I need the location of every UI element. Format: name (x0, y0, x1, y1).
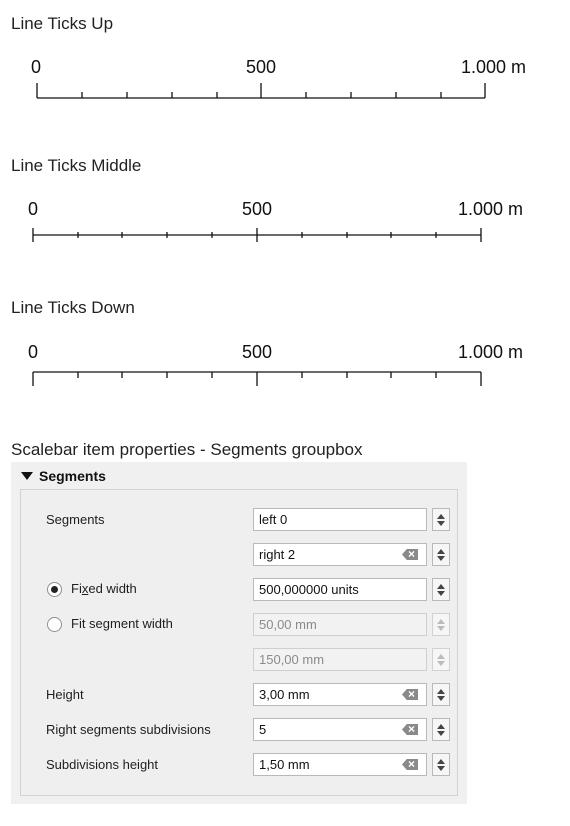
subdivisions-height-field[interactable]: 1,50 mm (253, 753, 427, 776)
subdivisions-height-value: 1,50 mm (259, 757, 310, 772)
fit-max-width-spin[interactable] (432, 648, 450, 671)
right-subdivisions-value: 5 (259, 722, 267, 737)
scalebar-ticks-middle: 0 500 1.000 m (0, 197, 570, 257)
clear-icon[interactable] (402, 759, 418, 770)
collapse-triangle-icon[interactable] (21, 472, 33, 480)
segments-left-spin[interactable] (432, 508, 450, 531)
fit-max-width-value: 150,00 mm (259, 652, 325, 667)
scalebar-ticks-up: 0 500 1.000 m (0, 55, 570, 115)
fit-min-width-field[interactable]: 50,00 mm (253, 613, 427, 636)
subdivisions-height-label: Subdivisions height (46, 757, 159, 772)
right-subdivisions-spin[interactable] (432, 718, 450, 741)
clear-icon[interactable] (402, 724, 418, 735)
subdivisions-height-spin[interactable] (432, 753, 450, 776)
scalebar-caption-ticks-down: Line Ticks Down (11, 298, 135, 317)
scalebar-label-end: 1.000 m (461, 57, 527, 77)
right-subdivisions-field[interactable]: 5 (253, 718, 427, 741)
spin-down-icon[interactable] (437, 521, 445, 526)
fixed-width-label: Fixed width (71, 581, 137, 596)
spin-down-icon[interactable] (437, 696, 445, 701)
spin-down-icon[interactable] (437, 766, 445, 771)
spin-down-icon[interactable] (437, 556, 445, 561)
fixed-width-label-part: Fi (71, 581, 82, 596)
spin-down-icon[interactable] (437, 591, 445, 596)
scalebar-line-ticks-up (36, 83, 486, 99)
spin-up-icon[interactable] (437, 689, 445, 694)
scalebar-caption-ticks-up: Line Ticks Up (11, 14, 114, 33)
scalebar-ticks-down: 0 500 1.000 m (0, 340, 570, 400)
spin-down-icon[interactable] (437, 731, 445, 736)
segments-group-title: Segments (39, 468, 106, 484)
segments-groupbox: Segments left 0 right 2 Fixed width 500,… (20, 489, 458, 796)
scalebar-label-start: 0 (28, 342, 39, 362)
fit-min-width-value: 50,00 mm (259, 617, 317, 632)
fit-segment-width-radio[interactable] (47, 617, 62, 632)
segments-left-value: left 0 (259, 512, 288, 527)
segments-left-field[interactable]: left 0 (253, 508, 427, 531)
fit-segment-width-label: Fit segment width (71, 616, 173, 631)
spin-up-icon[interactable] (437, 724, 445, 729)
height-label: Height (46, 687, 84, 702)
scalebar-label-start: 0 (31, 57, 42, 77)
scalebar-label-end: 1.000 m (458, 342, 524, 362)
fixed-width-radio[interactable] (47, 582, 62, 597)
scalebar-label-end: 1.000 m (458, 199, 524, 219)
scalebar-caption-ticks-middle: Line Ticks Middle (11, 156, 142, 175)
right-subdivisions-label: Right segments subdivisions (46, 722, 211, 737)
fixed-width-value: 500,000000 units (259, 582, 359, 597)
clear-icon[interactable] (402, 549, 418, 560)
fit-max-width-field[interactable]: 150,00 mm (253, 648, 427, 671)
scalebar-label-mid: 500 (242, 199, 273, 219)
fixed-width-spin[interactable] (432, 578, 450, 601)
segments-right-value: right 2 (259, 547, 296, 562)
fit-min-width-spin[interactable] (432, 613, 450, 636)
fixed-width-field[interactable]: 500,000000 units (253, 578, 427, 601)
fixed-width-label-mnemonic: x (81, 581, 89, 596)
segments-right-spin[interactable] (432, 543, 450, 566)
spin-up-icon[interactable] (437, 514, 445, 519)
spin-down-icon[interactable] (437, 626, 445, 631)
scalebar-line-ticks-middle (32, 228, 482, 242)
height-field[interactable]: 3,00 mm (253, 683, 427, 706)
spin-up-icon[interactable] (437, 584, 445, 589)
spin-up-icon[interactable] (437, 654, 445, 659)
spin-down-icon[interactable] (437, 661, 445, 666)
scalebar-label-mid: 500 (246, 57, 277, 77)
segments-properties-panel: Segments Segments left 0 right 2 Fixed w… (11, 462, 467, 804)
fixed-width-label-part: ed width (88, 581, 137, 596)
segments-group-header[interactable]: Segments (21, 468, 106, 484)
spin-up-icon[interactable] (437, 619, 445, 624)
scalebar-line-ticks-down (32, 371, 482, 386)
panel-caption: Scalebar item properties - Segments grou… (11, 440, 363, 459)
segments-right-field[interactable]: right 2 (253, 543, 427, 566)
clear-icon[interactable] (402, 689, 418, 700)
scalebar-label-mid: 500 (242, 342, 273, 362)
height-spin[interactable] (432, 683, 450, 706)
scalebar-label-start: 0 (28, 199, 39, 219)
segments-label: Segments (46, 512, 105, 527)
spin-up-icon[interactable] (437, 549, 445, 554)
height-value: 3,00 mm (259, 687, 310, 702)
spin-up-icon[interactable] (437, 759, 445, 764)
